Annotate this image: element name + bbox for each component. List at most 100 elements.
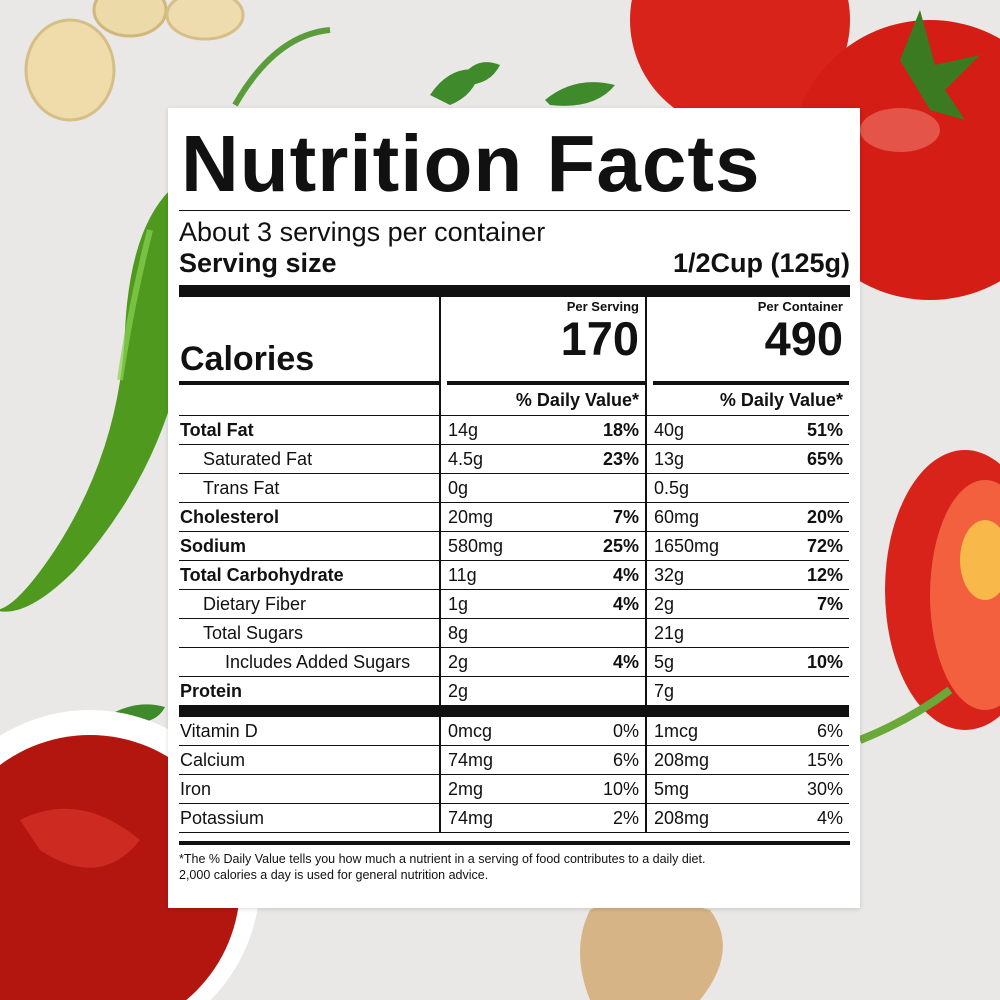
green-pepper-image <box>0 190 180 612</box>
nutrient-serving-dv: 23% <box>602 449 639 469</box>
nutrient-container-amount: 5g <box>654 652 675 672</box>
nutrient-container-amount: 208mg <box>654 808 710 828</box>
nutrient-container-amount: 32g <box>654 565 685 585</box>
nutrient-serving-cell: 580mg 25% <box>441 532 647 561</box>
thick-divider <box>179 285 850 297</box>
dv-header-serving: % Daily Value* <box>441 385 647 416</box>
nutrient-container-dv: 10% <box>806 652 843 672</box>
nutrient-serving-amount: 2g <box>448 652 469 672</box>
nutrient-container-amount: 21g <box>654 623 685 643</box>
nutrient-serving-dv: 4% <box>612 594 639 614</box>
nutrient-container-dv: 12% <box>806 565 843 585</box>
nutrient-container-amount: 0.5g <box>654 478 690 498</box>
nutrient-container-amount: 60mg <box>654 507 700 527</box>
nutrient-container-amount: 13g <box>654 449 685 469</box>
nutrient-name: Vitamin D <box>179 717 441 746</box>
nutrient-name: Total Fat <box>179 416 441 445</box>
nutrient-container-cell: 21g <box>647 619 849 648</box>
dv-header-blank <box>179 385 441 416</box>
nutrient-serving-amount: 14g <box>448 420 479 440</box>
nutrient-container-dv: 6% <box>816 721 843 741</box>
nutrient-name: Potassium <box>179 804 441 833</box>
nutrient-name: Calcium <box>179 746 441 775</box>
serving-size-row: Serving size 1/2Cup (125g) <box>179 247 850 279</box>
cilantro-leaves-image <box>115 62 615 723</box>
nutrient-serving-cell: 0g <box>441 474 647 503</box>
nutrient-name: Trans Fat <box>179 474 441 503</box>
nutrient-container-dv: 65% <box>806 449 843 469</box>
ginger-slices-image <box>24 0 245 122</box>
nutrient-serving-amount: 8g <box>448 623 469 643</box>
nutrient-name: Sodium <box>179 532 441 561</box>
nutrient-container-dv: 30% <box>806 779 843 799</box>
nutrient-container-cell: 5mg 30% <box>647 775 849 804</box>
nutrient-serving-cell: 8g <box>441 619 647 648</box>
per-container-label: Per Container <box>757 299 843 314</box>
footnote-line-1: *The % Daily Value tells you how much a … <box>179 852 706 866</box>
nutrient-serving-cell: 1g 4% <box>441 590 647 619</box>
sliced-tomato-image <box>858 450 1000 744</box>
calories-per-serving-cell: Per Serving 170 <box>447 297 647 385</box>
nutrient-container-cell: 13g 65% <box>647 445 849 474</box>
nutrient-container-cell: 208mg 15% <box>647 746 849 775</box>
nutrient-container-dv: 7% <box>816 594 843 614</box>
nutrient-serving-dv: 2% <box>612 808 639 828</box>
nutrient-serving-amount: 580mg <box>448 536 504 556</box>
nutrient-serving-amount: 1g <box>448 594 469 614</box>
nutrient-serving-dv: 0% <box>612 721 639 741</box>
nutrient-serving-dv: 6% <box>612 750 639 770</box>
nutrient-serving-amount: 74mg <box>448 808 494 828</box>
calories-per-serving: 170 <box>560 312 639 365</box>
nutrient-name: Saturated Fat <box>179 445 441 474</box>
nutrient-container-amount: 1650mg <box>654 536 720 556</box>
nutrient-serving-dv: 18% <box>602 420 639 440</box>
nutrient-container-cell: 2g 7% <box>647 590 849 619</box>
nutrient-name: Dietary Fiber <box>179 590 441 619</box>
nutrient-container-amount: 1mcg <box>654 721 699 741</box>
nutrient-serving-dv: 4% <box>612 565 639 585</box>
nutrient-container-cell: 208mg 4% <box>647 804 849 833</box>
nutrient-serving-cell: 74mg 6% <box>441 746 647 775</box>
nutrient-serving-amount: 0mcg <box>448 721 493 741</box>
nutrient-serving-cell: 2g <box>441 677 647 717</box>
nutrient-serving-cell: 14g 18% <box>441 416 647 445</box>
divider <box>179 210 850 211</box>
nutrient-container-amount: 7g <box>654 681 675 701</box>
nutrient-serving-amount: 2g <box>448 681 469 701</box>
nutrient-serving-cell: 4.5g 23% <box>441 445 647 474</box>
nutrient-serving-dv: 25% <box>602 536 639 556</box>
nutrition-table: Calories Per Serving 170 Per Container 4… <box>179 297 850 833</box>
label-title: Nutrition Facts <box>181 119 761 208</box>
nutrient-serving-cell: 74mg 2% <box>441 804 647 833</box>
nutrient-serving-cell: 20mg 7% <box>441 503 647 532</box>
footnote-line-2: 2,000 calories a day is used for general… <box>179 868 489 882</box>
nutrient-container-dv: 51% <box>806 420 843 440</box>
nutrient-container-amount: 5mg <box>654 779 690 799</box>
nutrient-serving-amount: 0g <box>448 478 469 498</box>
nutrient-container-cell: 1650mg 72% <box>647 532 849 561</box>
nutrient-name: Total Carbohydrate <box>179 561 441 590</box>
nutrient-name: Iron <box>179 775 441 804</box>
calories-per-container-cell: Per Container 490 <box>653 297 849 385</box>
per-serving-label: Per Serving <box>566 299 639 314</box>
nutrient-serving-cell: 2g 4% <box>441 648 647 677</box>
nutrient-name: Includes Added Sugars <box>179 648 441 677</box>
nutrient-container-cell: 1mcg 6% <box>647 717 849 746</box>
nutrient-container-cell: 32g 12% <box>647 561 849 590</box>
dv-header-container: % Daily Value* <box>647 385 849 416</box>
nutrient-container-amount: 40g <box>654 420 685 440</box>
nutrient-name: Protein <box>179 677 441 717</box>
nutrient-name: Cholesterol <box>179 503 441 532</box>
nutrient-serving-amount: 11g <box>448 565 477 585</box>
nutrient-serving-amount: 2mg <box>448 779 484 799</box>
nutrient-container-cell: 60mg 20% <box>647 503 849 532</box>
nutrient-serving-dv: 10% <box>602 779 639 799</box>
nutrition-facts-label: Nutrition Facts About 3 servings per con… <box>168 108 860 908</box>
nutrient-container-cell: 5g 10% <box>647 648 849 677</box>
nutrient-container-amount: 208mg <box>654 750 710 770</box>
nutrient-serving-amount: 20mg <box>448 507 494 527</box>
servings-per-container: About 3 servings per container <box>179 217 546 247</box>
ginger-root-image <box>580 900 723 1000</box>
nutrient-serving-dv: 4% <box>612 652 639 672</box>
nutrient-serving-cell: 2mg 10% <box>441 775 647 804</box>
